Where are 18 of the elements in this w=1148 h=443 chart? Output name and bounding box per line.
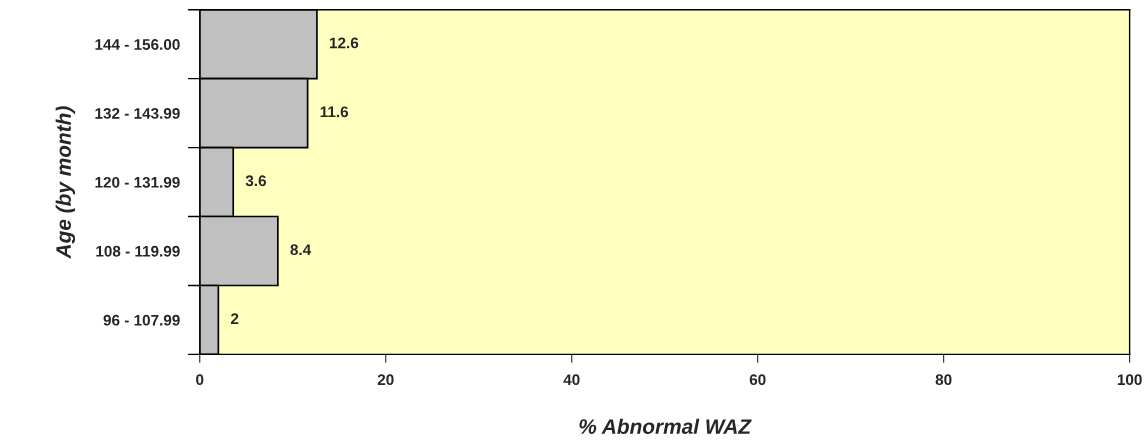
y-tick-label: 96 - 107.99 [103, 314, 180, 326]
y-tick-label: 132 - 143.99 [95, 108, 180, 119]
x-tick-label: 80 [935, 374, 952, 386]
y-tick-label: 120 - 131.99 [95, 176, 180, 188]
x-tick-label: 40 [563, 374, 580, 386]
x-axis-title: % Abnormal WAZ [579, 418, 752, 434]
x-tick-label: 0 [196, 374, 204, 386]
data-label: 2 [230, 313, 239, 324]
data-label: 11.6 [320, 106, 349, 118]
data-label: 8.4 [290, 244, 312, 256]
x-tick-label: 100 [1117, 374, 1142, 386]
x-tick-label: 20 [377, 374, 394, 386]
x-tick-label: 60 [749, 374, 766, 386]
y-axis-title: Age (by month) [55, 106, 76, 259]
y-tick-label: 108 - 119.99 [96, 245, 180, 257]
data-label: 12.6 [329, 37, 359, 49]
y-tick-label: 144 - 156.00 [95, 39, 180, 50]
data-label: 3.6 [245, 175, 266, 187]
